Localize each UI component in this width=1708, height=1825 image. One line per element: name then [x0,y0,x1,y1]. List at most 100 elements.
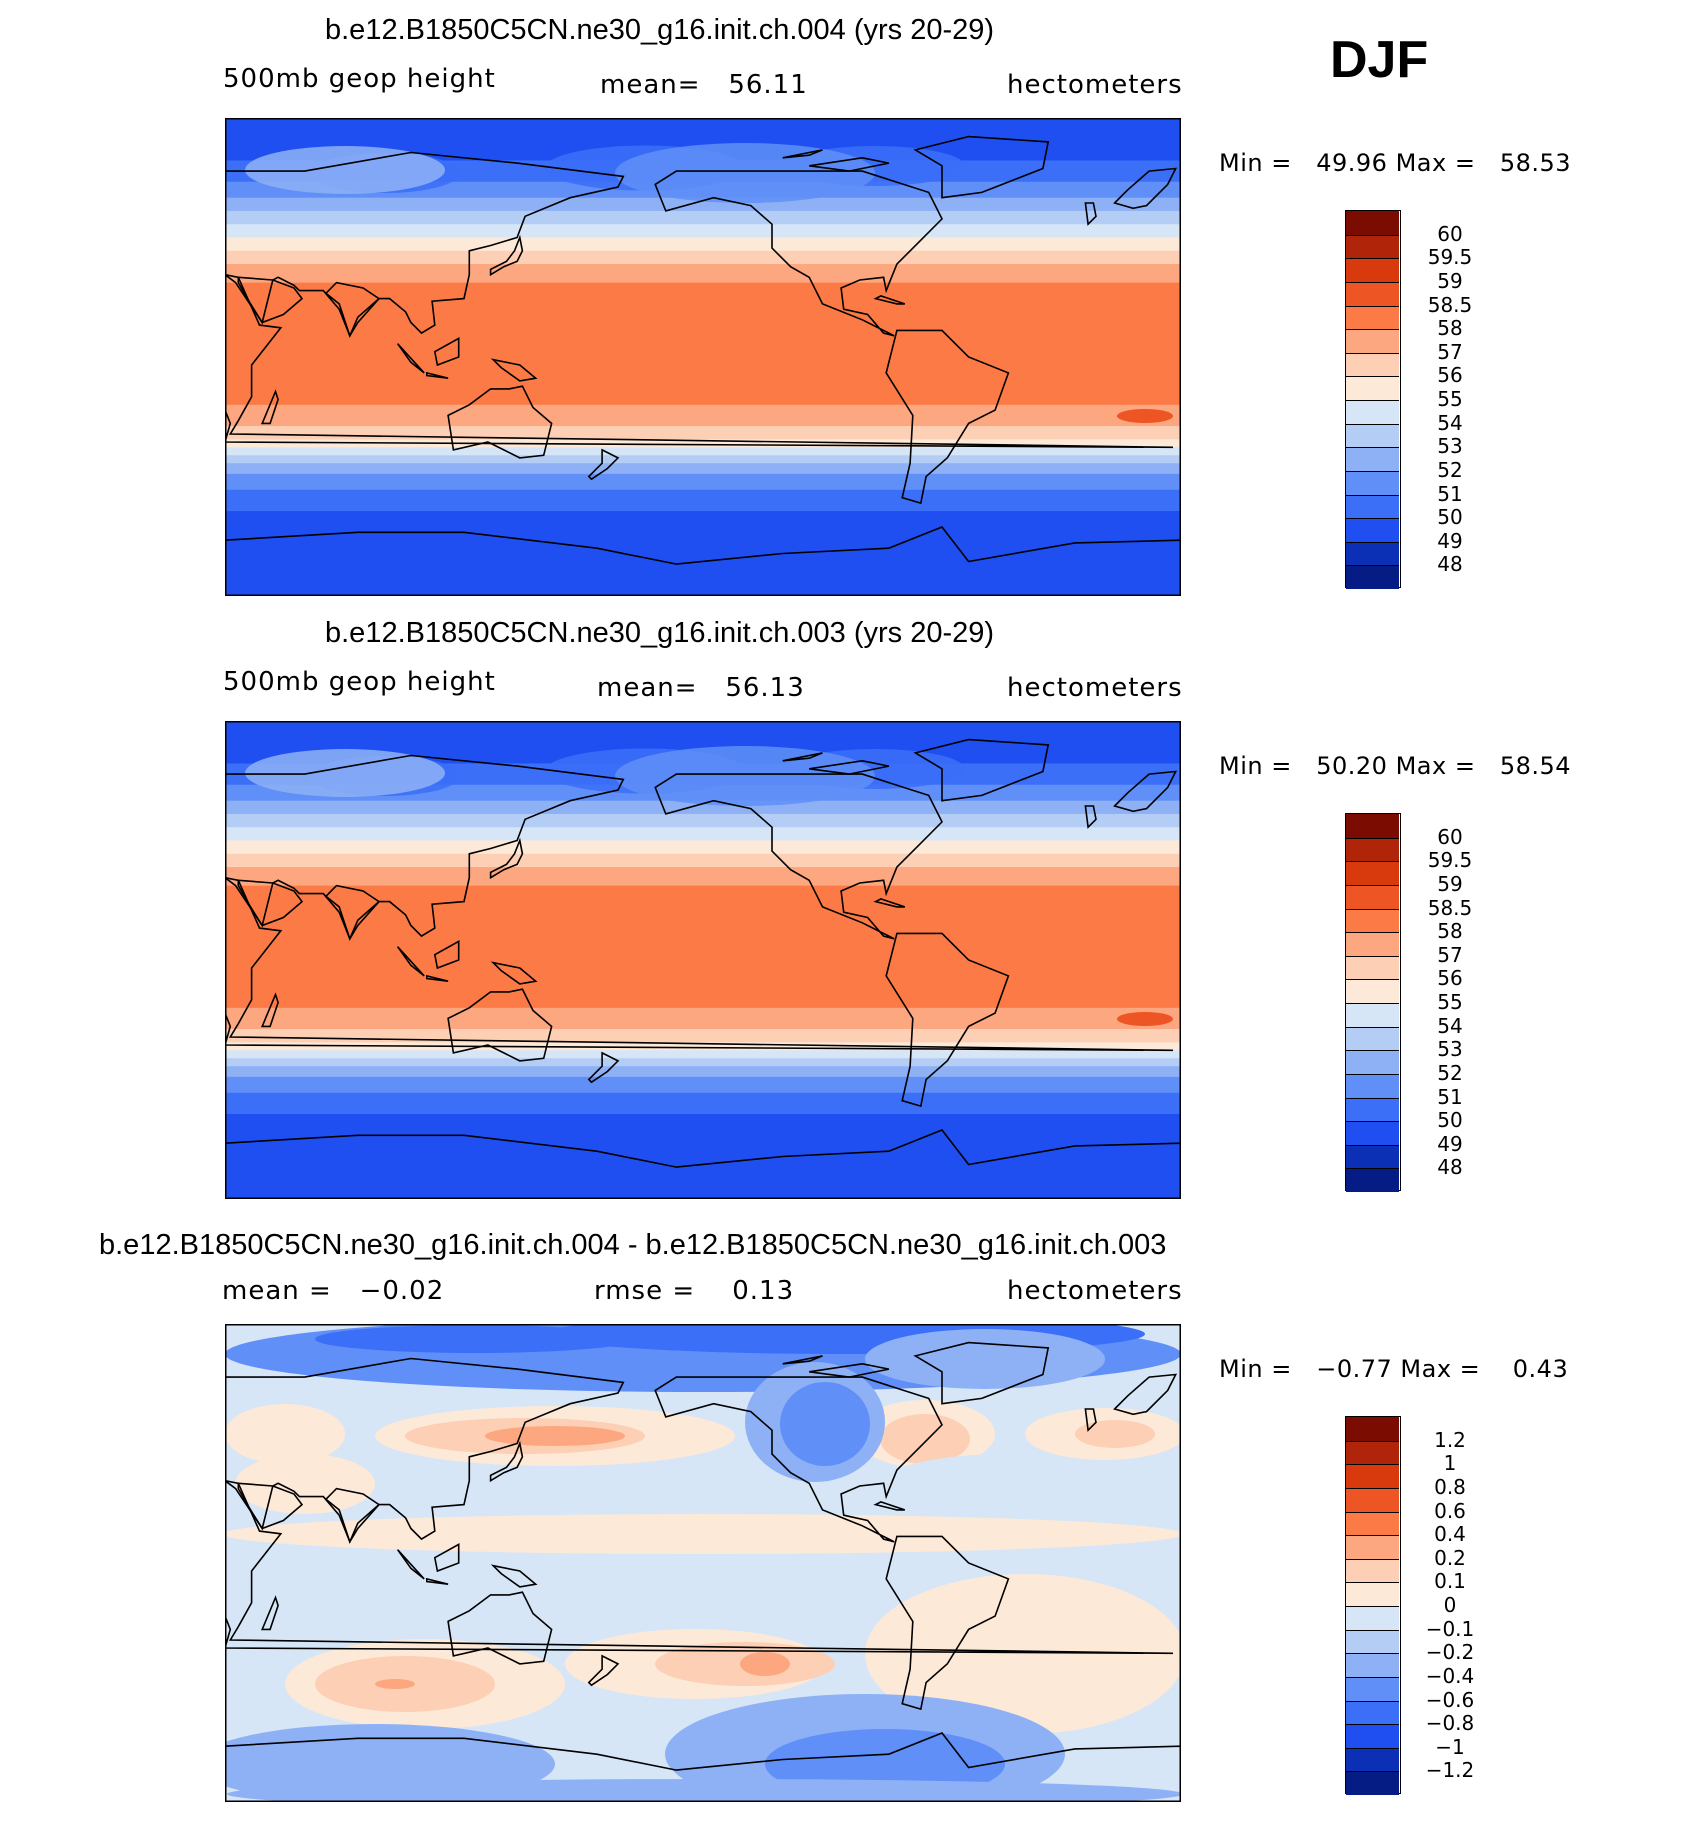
contour-blob [880,1414,970,1464]
colorbar-tick-label: 49 [1437,528,1463,553]
contour-blob [225,1404,345,1464]
colorbar-swatch [1346,979,1399,1003]
colorbar-tick-label: 55 [1437,387,1463,411]
colorbar-tick-label: 0.8 [1434,1474,1466,1499]
min-max-stat: Min = 49.96 Max = 58.53 [1219,149,1572,177]
contour-band [225,455,1181,464]
mean-stat: mean= 56.11 [600,70,808,100]
colorbar-tick-label: 57 [1437,339,1463,364]
coastline [587,1654,620,1687]
coastline [433,337,460,367]
coastline [324,884,381,941]
colorbar-swatch [1346,565,1399,589]
coastline [809,156,890,172]
contour-band [225,282,1181,406]
colorbar-swatch [1346,447,1399,471]
contour-band [225,511,1181,596]
coastline [396,946,425,977]
colorbar-swatch [1346,932,1399,956]
contour-blob [780,1382,870,1466]
coastline [225,754,625,941]
coastline [587,448,620,481]
contour-band [225,800,1181,815]
contour-band [225,827,1181,841]
contour-blob [227,1779,1181,1802]
contour-band [225,473,1181,491]
colorbar-swatch [1346,955,1399,980]
colorbar-tick-label: 1.2 [1434,1427,1466,1452]
colorbar-swatch [1346,1606,1399,1630]
coastline [587,1051,620,1084]
contour-blob [865,1329,1105,1389]
colorbar-swatch [1346,1747,1399,1772]
colorbar-swatch [1346,1487,1399,1512]
colorbar-tick-label: 50 [1437,505,1463,530]
colorbar-tick-label: 53 [1437,434,1463,459]
colorbar-tick-label: 0.2 [1434,1545,1466,1570]
rmse-stat: rmse = 0.13 [594,1276,794,1306]
coastline [426,371,449,379]
colorbar-tick-label: 53 [1437,1037,1463,1062]
panel-title: b.e12.B1850C5CN.ne30_g16.init.ch.004 (yr… [325,14,995,46]
colorbar-swatch [1346,884,1399,909]
colorbar-swatch [1346,518,1399,542]
units-label: hectometers [1007,673,1183,703]
colorbar-tick-label: 0.4 [1434,1522,1466,1547]
contour-blob [1075,1420,1155,1448]
panel-title: b.e12.B1850C5CN.ne30_g16.init.ch.003 (yr… [325,617,995,649]
coastlines [225,135,1181,596]
contour-band [225,1007,1181,1030]
colorbar-swatch [1346,400,1399,424]
colorbar-swatch [1346,1097,1399,1122]
coastline [396,343,425,374]
contour-band [225,489,1181,512]
max-value: 0.43 [1512,1355,1569,1383]
coastline [489,1440,524,1483]
min-value: 50.20 [1316,752,1388,780]
map-border [225,721,1181,1199]
colorbar-swatch [1346,1144,1399,1169]
coastline [809,1362,890,1378]
colorbar-tick-label: 57 [1437,942,1463,967]
contour-band [225,447,1181,456]
colorbar-tick-label: 0.1 [1434,1569,1466,1594]
colorbar-tick-label: −0.2 [1425,1640,1475,1665]
contour-band [225,237,1181,252]
colorbar-tick-label: 59.5 [1427,848,1473,873]
contour-band [225,224,1181,238]
contour-band [225,1076,1181,1094]
colorbar-tick-label: −1 [1435,1734,1465,1759]
panel-title: b.e12.B1850C5CN.ne30_g16.init.ch.004 - b… [99,1229,1167,1261]
coastline [913,1341,1050,1405]
colorbar-tick-label: 58 [1437,316,1463,341]
coastline [913,135,1050,199]
coastline [489,234,524,277]
colorbar-swatch [1346,1582,1399,1606]
colorbar-swatch [1346,541,1399,566]
coastline [913,738,1050,802]
mean-value: −0.02 [359,1276,445,1306]
colorbar-swatch [1346,814,1399,838]
coastline [1084,202,1097,226]
colorbar-swatch [1346,1535,1399,1559]
colorbar: 60 59.5 59 58.5 58 57 56 55 54 53 52 51 50 49 48 [1345,210,1472,589]
coastline [1113,167,1178,210]
contour-band [225,1050,1181,1059]
colorbar-swatch [1346,1464,1399,1488]
colorbar-swatch [1346,1558,1399,1583]
colorbar-swatch [1346,329,1399,353]
season-label: DJF [1330,31,1429,89]
contour-blob [1117,1012,1173,1026]
colorbar-swatch [1346,1771,1399,1795]
colorbar-tick-label: 59 [1437,871,1463,896]
coastline [396,1549,425,1580]
colorbar-tick-label: 1 [1443,1451,1457,1476]
contour-blob [375,1679,415,1689]
contour-band [225,853,1181,868]
coastline [447,385,553,459]
colorbar-swatch [1346,908,1399,933]
colorbar-tick-label: 52 [1437,457,1463,482]
colorbar-swatch [1346,1003,1399,1027]
colorbar-tick-label: 60 [1437,824,1463,849]
coastline [225,1357,625,1544]
